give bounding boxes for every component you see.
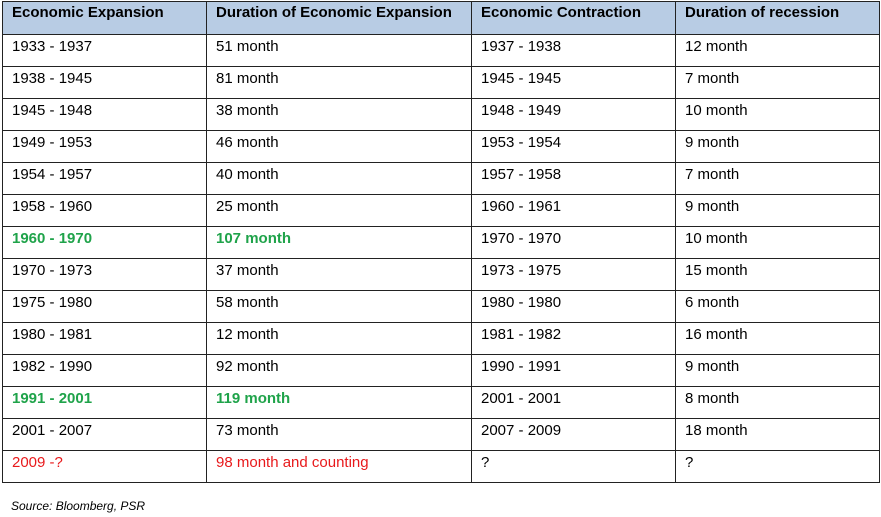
expansion-duration: 51 month <box>206 34 472 67</box>
contraction-period: 2001 - 2001 <box>471 386 676 419</box>
expansion-period: 1980 - 1981 <box>2 322 207 355</box>
expansion-period: 1938 - 1945 <box>2 66 207 99</box>
expansion-duration: 40 month <box>206 162 472 195</box>
table-row-highlighted: 1991 - 2001 119 month 2001 - 2001 8 mont… <box>2 386 880 419</box>
table-row: 2001 - 2007 73 month 2007 - 2009 18 mont… <box>2 418 880 451</box>
expansion-duration: 107 month <box>206 226 472 259</box>
table-row: 1949 - 1953 46 month 1953 - 1954 9 month <box>2 130 880 163</box>
header-duration-of-expansion: Duration of Economic Expansion <box>206 1 472 35</box>
recession-duration: 8 month <box>675 386 880 419</box>
recession-duration: 9 month <box>675 194 880 227</box>
expansion-duration: 92 month <box>206 354 472 387</box>
recession-duration: 9 month <box>675 354 880 387</box>
contraction-period: ? <box>471 450 676 483</box>
expansion-period: 1949 - 1953 <box>2 130 207 163</box>
expansion-period: 2001 - 2007 <box>2 418 207 451</box>
recession-duration: 7 month <box>675 66 880 99</box>
expansion-duration: 119 month <box>206 386 472 419</box>
contraction-period: 1990 - 1991 <box>471 354 676 387</box>
recession-duration: 6 month <box>675 290 880 323</box>
expansion-period: 1991 - 2001 <box>2 386 207 419</box>
recession-duration: 10 month <box>675 98 880 131</box>
expansion-period: 1954 - 1957 <box>2 162 207 195</box>
expansion-duration: 73 month <box>206 418 472 451</box>
expansion-duration: 25 month <box>206 194 472 227</box>
business-cycle-table: Economic Expansion Duration of Economic … <box>2 1 880 483</box>
contraction-period: 1973 - 1975 <box>471 258 676 291</box>
expansion-duration: 37 month <box>206 258 472 291</box>
table-row: 1970 - 1973 37 month 1973 - 1975 15 mont… <box>2 258 880 291</box>
contraction-period: 1980 - 1980 <box>471 290 676 323</box>
contraction-period: 2007 - 2009 <box>471 418 676 451</box>
table-row: 1954 - 1957 40 month 1957 - 1958 7 month <box>2 162 880 195</box>
recession-duration: ? <box>675 450 880 483</box>
contraction-period: 1937 - 1938 <box>471 34 676 67</box>
table-row-highlighted: 1960 - 1970 107 month 1970 - 1970 10 mon… <box>2 226 880 259</box>
contraction-period: 1970 - 1970 <box>471 226 676 259</box>
recession-duration: 12 month <box>675 34 880 67</box>
recession-duration: 15 month <box>675 258 880 291</box>
contraction-period: 1957 - 1958 <box>471 162 676 195</box>
expansion-duration: 12 month <box>206 322 472 355</box>
table-row: 1933 - 1937 51 month 1937 - 1938 12 mont… <box>2 34 880 67</box>
expansion-period: 1975 - 1980 <box>2 290 207 323</box>
expansion-duration: 98 month and counting <box>206 450 472 483</box>
recession-duration: 16 month <box>675 322 880 355</box>
table-row: 1938 - 1945 81 month 1945 - 1945 7 month <box>2 66 880 99</box>
contraction-period: 1945 - 1945 <box>471 66 676 99</box>
table-row: 1980 - 1981 12 month 1981 - 1982 16 mont… <box>2 322 880 355</box>
expansion-period: 2009 -? <box>2 450 207 483</box>
table-row: 1975 - 1980 58 month 1980 - 1980 6 month <box>2 290 880 323</box>
contraction-period: 1948 - 1949 <box>471 98 676 131</box>
expansion-period: 1958 - 1960 <box>2 194 207 227</box>
header-row: Economic Expansion Duration of Economic … <box>2 1 880 35</box>
header-duration-of-recession: Duration of recession <box>675 1 880 35</box>
contraction-period: 1981 - 1982 <box>471 322 676 355</box>
expansion-period: 1960 - 1970 <box>2 226 207 259</box>
recession-duration: 10 month <box>675 226 880 259</box>
table-row: 1945 - 1948 38 month 1948 - 1949 10 mont… <box>2 98 880 131</box>
expansion-duration: 46 month <box>206 130 472 163</box>
table-row-current: 2009 -? 98 month and counting ? ? <box>2 450 880 483</box>
expansion-period: 1933 - 1937 <box>2 34 207 67</box>
expansion-duration: 58 month <box>206 290 472 323</box>
table-row: 1958 - 1960 25 month 1960 - 1961 9 month <box>2 194 880 227</box>
recession-duration: 18 month <box>675 418 880 451</box>
recession-duration: 9 month <box>675 130 880 163</box>
expansion-period: 1945 - 1948 <box>2 98 207 131</box>
header-economic-expansion: Economic Expansion <box>2 1 207 35</box>
contraction-period: 1953 - 1954 <box>471 130 676 163</box>
header-economic-contraction: Economic Contraction <box>471 1 676 35</box>
table-row: 1982 - 1990 92 month 1990 - 1991 9 month <box>2 354 880 387</box>
expansion-duration: 81 month <box>206 66 472 99</box>
expansion-period: 1982 - 1990 <box>2 354 207 387</box>
contraction-period: 1960 - 1961 <box>471 194 676 227</box>
source-note: Source: Bloomberg, PSR <box>11 499 146 513</box>
recession-duration: 7 month <box>675 162 880 195</box>
expansion-duration: 38 month <box>206 98 472 131</box>
expansion-period: 1970 - 1973 <box>2 258 207 291</box>
